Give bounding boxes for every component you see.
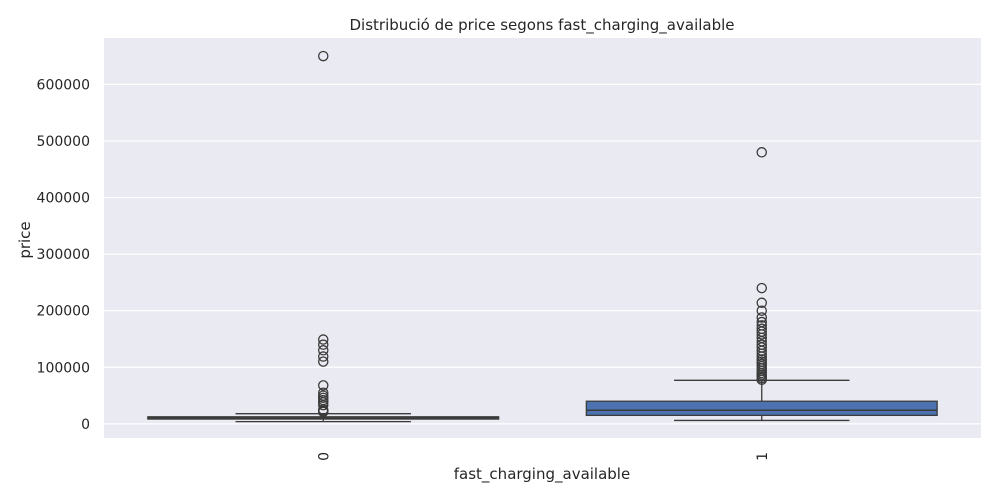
outlier-0-11 [317, 351, 329, 362]
y-tick-label-0: 0 [81, 417, 90, 433]
box-1 [585, 400, 938, 417]
outlier-0-10 [317, 356, 329, 367]
x-axis-label: fast_charging_available [454, 465, 630, 484]
outlier-1-26 [756, 282, 768, 294]
y-tick-labels: 0 100000 200000 300000 400000 500000 600000 [37, 77, 90, 432]
outlier-0-14 [317, 334, 329, 345]
y-tick-label-6: 600000 [37, 77, 90, 93]
outlier-0-9 [317, 380, 329, 391]
outlier-1-21 [756, 320, 768, 331]
outlier-1-10 [756, 354, 768, 365]
outlier-1-25 [756, 297, 768, 309]
box-group-1 [585, 147, 938, 422]
box-group-0 [147, 50, 500, 423]
y-tick-label-3: 300000 [37, 247, 90, 263]
y-tick-label-4: 400000 [37, 191, 90, 207]
y-axis-label: price [16, 221, 34, 258]
y-tick-label-1: 100000 [37, 360, 90, 376]
outlier-0-7 [317, 390, 329, 401]
outlier-1-20 [756, 323, 768, 335]
outlier-0-13 [317, 339, 329, 350]
outlier-1-15 [756, 339, 768, 350]
plot-area [104, 38, 981, 438]
x-tick-label-0: 0 [316, 452, 332, 461]
boxes [147, 50, 938, 423]
y-tick-label-5: 500000 [37, 134, 90, 150]
chart-title: Distribució de price segons fast_chargin… [349, 16, 734, 35]
y-tick-label-2: 200000 [37, 304, 90, 320]
grid-lines [104, 83, 981, 425]
outlier-0-12 [317, 345, 329, 356]
x-tick-label-1: 1 [755, 452, 771, 461]
outlier-0-15 [317, 50, 329, 62]
outlier-1-22 [756, 316, 768, 328]
outlier-0-8 [317, 387, 329, 398]
outlier-1-23 [756, 312, 768, 323]
outlier-1-24 [756, 305, 768, 316]
outlier-1-27 [756, 147, 768, 158]
